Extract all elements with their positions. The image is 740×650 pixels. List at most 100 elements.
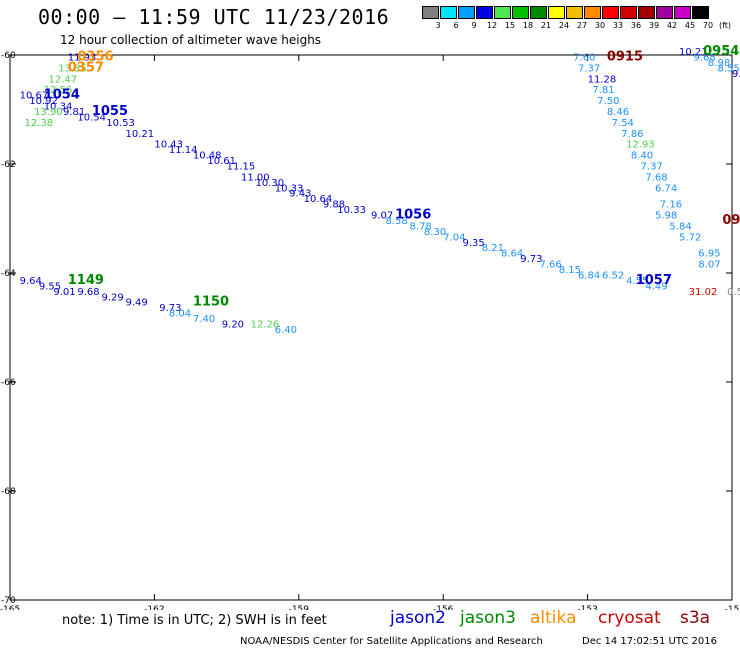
- colorbar-swatch: [602, 6, 619, 19]
- swh-value-label: 7.54: [612, 118, 634, 129]
- swh-value-label: 9.73: [520, 254, 542, 265]
- colorbar-swatch: [584, 6, 601, 19]
- pass-time-label: 0356: [77, 49, 113, 64]
- swh-value-label: 10.43: [154, 140, 183, 151]
- colorbar-label: 70: [702, 21, 714, 30]
- colorbar-label: 33: [612, 21, 624, 30]
- colorbar-swatch: [656, 6, 673, 19]
- satellite-jason2-legend: jason2: [390, 608, 446, 628]
- satellite-s3a-legend: s3a: [680, 608, 711, 628]
- y-tick-label: -64: [1, 269, 16, 279]
- swh-value-label: 13.90: [34, 107, 63, 118]
- swh-value-label: 9.01: [53, 287, 75, 298]
- swh-value-label: 8.30: [424, 227, 446, 238]
- swh-value-label: 9.20: [222, 320, 244, 331]
- colorbar-swatch: [674, 6, 691, 19]
- colorbar-swatch: [440, 6, 457, 19]
- x-tick-label: -153: [577, 605, 597, 610]
- swh-value-label: 6.74: [655, 183, 677, 194]
- colorbar-swatch: [422, 6, 439, 19]
- x-tick-label: -15: [725, 605, 740, 610]
- y-tick-label: -68: [1, 487, 16, 497]
- pass-time-label: 1055: [92, 104, 128, 119]
- swh-value-label: 10.33: [337, 205, 366, 216]
- colorbar-swatch: [692, 6, 709, 19]
- swh-value-label: 7.66: [539, 260, 561, 271]
- satellite-jason3-legend: jason3: [460, 608, 516, 628]
- swh-value-label: 8.21: [482, 243, 504, 254]
- swh-value-label: 31.02: [689, 287, 718, 298]
- x-tick-label: -162: [144, 605, 164, 610]
- swh-value-label: 7.81: [592, 85, 614, 96]
- colorbar-unit: (ft): [719, 21, 732, 30]
- swh-value-label: 8.07: [698, 260, 720, 271]
- page-subtitle: 12 hour collection of altimeter wave hei…: [60, 33, 322, 47]
- pass-time-label: 1057: [636, 273, 672, 288]
- colorbar-label: 3: [435, 21, 441, 30]
- swh-value-label: 10.21: [126, 129, 155, 140]
- pass-time-label: 0357: [68, 60, 104, 75]
- swh-value-label: 10.48: [193, 151, 222, 162]
- x-tick-label: -159: [289, 605, 310, 610]
- y-tick-label: -60: [1, 51, 16, 61]
- swh-value-label: 9.49: [126, 298, 148, 309]
- swh-value-label: 8.78: [410, 221, 432, 232]
- colorbar-label: 39: [648, 21, 660, 30]
- pass-time-label: 1150: [193, 295, 229, 310]
- swh-value-label: 6.95: [698, 249, 720, 260]
- swh-value-label: 8.55: [718, 63, 740, 74]
- swh-value-label: 10.54: [77, 112, 106, 123]
- footer-note: note: 1) Time is in UTC; 2) SWH is in fe…: [62, 613, 327, 628]
- swh-value-label: 10.33: [275, 183, 304, 194]
- swh-value-label: 5.72: [679, 232, 701, 243]
- swh-value-label: 7.50: [597, 96, 619, 107]
- swh-value-label: 8.46: [607, 107, 629, 118]
- y-tick-label: -66: [1, 378, 16, 388]
- swh-value-label: 10.64: [304, 194, 333, 205]
- satellite-cryosat-legend: cryosat: [598, 608, 661, 628]
- swh-value-label: 9.68: [77, 287, 99, 298]
- pass-time-label: 0914: [722, 213, 740, 228]
- swh-value-label: 9.43: [289, 189, 311, 200]
- colorbar-label: 45: [684, 21, 696, 30]
- swh-value-label: 5.84: [669, 221, 691, 232]
- swh-value-label: 6.84: [578, 270, 600, 281]
- swh-value-label: 12.93: [626, 140, 655, 151]
- swh-value-label: 10.61: [207, 156, 236, 167]
- colorbar-swatch: [620, 6, 637, 19]
- generation-timestamp: Dec 14 17:02:51 UTC 2016: [582, 636, 717, 647]
- swh-value-label: 7.68: [645, 172, 667, 183]
- swh-value-label: 7.37: [578, 63, 600, 74]
- swh-value-label: 12.26: [251, 320, 280, 331]
- swh-value-label: 8.58: [385, 216, 407, 227]
- swh-value-label: 4.55: [626, 276, 648, 287]
- swh-value-label: 10.30: [255, 178, 284, 189]
- swh-value-label: 12.38: [24, 118, 53, 129]
- swh-value-label: 6.52: [602, 270, 624, 281]
- swh-value-label: 7.86: [621, 129, 643, 140]
- swh-value-label: 10.21: [679, 47, 708, 58]
- swh-value-label: 9.73: [159, 303, 181, 314]
- swh-value-label: 7.16: [660, 200, 682, 211]
- satellite-altika-legend: altika: [530, 608, 577, 628]
- swh-value-label: 10.67: [20, 91, 49, 102]
- swh-value-label: 11.00: [241, 172, 270, 183]
- pass-time-label: 0915: [607, 49, 643, 64]
- colorbar-swatch: [530, 6, 547, 19]
- colorbar-label: 36: [630, 21, 642, 30]
- colorbar-label: 24: [558, 21, 570, 30]
- swh-value-label: 10.34: [44, 102, 73, 113]
- swh-value-label: 10.92: [29, 96, 58, 107]
- y-tick-label: -70: [1, 596, 16, 606]
- colorbar-swatch: [548, 6, 565, 19]
- swh-value-label: 6.40: [275, 325, 297, 336]
- swh-value-label: 9.64: [20, 276, 42, 287]
- colorbar-label: 18: [522, 21, 534, 30]
- colorbar-label: 12: [486, 21, 498, 30]
- pass-time-label: 1149: [68, 273, 104, 288]
- colorbar-swatch: [566, 6, 583, 19]
- colorbar-swatch: [494, 6, 511, 19]
- swh-value-label: 9.68: [693, 52, 715, 63]
- colorbar-label: 27: [576, 21, 588, 30]
- colorbar-label: 30: [594, 21, 606, 30]
